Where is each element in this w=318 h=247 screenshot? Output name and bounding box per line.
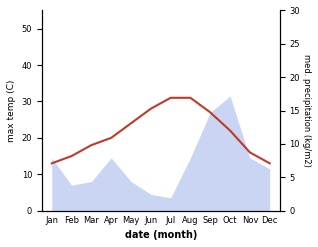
Y-axis label: max temp (C): max temp (C) xyxy=(7,79,16,142)
X-axis label: date (month): date (month) xyxy=(125,230,197,240)
Y-axis label: med. precipitation (kg/m2): med. precipitation (kg/m2) xyxy=(302,54,311,167)
